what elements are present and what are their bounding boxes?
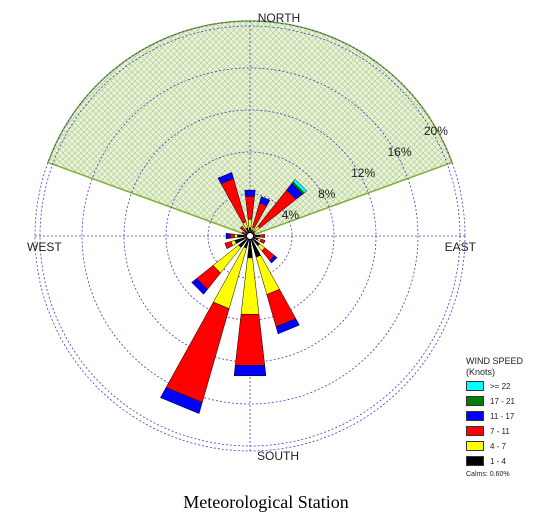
legend-swatch	[466, 426, 484, 436]
petal-wnw-bin-3	[241, 231, 246, 235]
calm-center	[246, 232, 254, 240]
grid-ring-2	[165, 151, 335, 321]
petal-nw-bin-3	[239, 225, 247, 233]
calms-label: Calms: 0.60%	[466, 471, 510, 478]
legend-label: 17 - 21	[490, 396, 515, 406]
west-label: WEST	[27, 240, 62, 254]
legend-label: 4 - 7	[490, 441, 507, 451]
south-label: SOUTH	[257, 449, 299, 463]
petal-s-bin-2	[240, 257, 260, 315]
legend-item: 11 - 17	[466, 409, 552, 423]
legend-subtitle: (Knots)	[466, 367, 496, 377]
petal-sse-bin-4	[275, 318, 300, 335]
north-label: NORTH	[258, 11, 300, 25]
ring-label-1: 4%	[282, 208, 300, 222]
petal-sw-bin-4	[191, 278, 208, 295]
petal-wsw-bin-3	[224, 241, 233, 250]
grid-ring-4	[81, 67, 419, 405]
legend-title: WIND SPEED	[466, 356, 524, 366]
petal-s-bin-4	[233, 365, 267, 377]
legend-label: 11 - 17	[490, 411, 515, 421]
legend-swatch	[466, 381, 484, 391]
petal-nne-bin-4	[259, 196, 271, 207]
petal-w-bin-2	[234, 233, 238, 239]
petal-n-bin-4	[244, 189, 256, 197]
legend-item: 17 - 21	[466, 394, 552, 408]
petal-ne-bin-6	[292, 178, 308, 194]
east-label: EAST	[445, 240, 477, 254]
petal-sse-bin-2	[255, 254, 280, 295]
ring-label-5: 20%	[424, 124, 448, 138]
petal-w-bin-3	[229, 233, 235, 239]
legend-swatch	[466, 441, 484, 451]
petal-ese-bin-3	[259, 238, 266, 244]
legend-item: >= 22	[466, 379, 552, 393]
petal-nnw-bin-4	[217, 172, 234, 184]
ring-label-4: 16%	[387, 145, 411, 159]
wind-speed-legend: WIND SPEED (Knots) >= 22 17 - 21 11 - 17 7 …	[466, 356, 552, 478]
petal-s-bin-3	[234, 313, 266, 366]
petal-ssw-bin-3	[165, 301, 230, 403]
legend-items: >= 22 17 - 21 11 - 17 7 - 11 4 - 7 1 - 4	[466, 379, 552, 468]
legend-item: 7 - 11	[466, 424, 552, 438]
legend-item: 1 - 4	[466, 454, 552, 468]
legend-item: 4 - 7	[466, 439, 552, 453]
legend-label: 7 - 11	[490, 426, 510, 436]
petal-ssw-bin-4	[160, 387, 203, 414]
petal-w-bin-4	[225, 232, 231, 240]
station-label: Meteorological Station	[183, 492, 349, 512]
legend-label: >= 22	[490, 381, 511, 391]
legend-label: 1 - 4	[490, 456, 507, 466]
petal-e-bin-3	[259, 234, 265, 238]
legend-swatch	[466, 411, 484, 421]
ring-label-2: 8%	[318, 187, 336, 201]
legend-swatch	[466, 456, 484, 466]
ring-label-3: 12%	[351, 166, 375, 180]
legend-swatch	[466, 396, 484, 406]
petal-se-bin-4	[269, 255, 278, 264]
petal-n-bin-2	[247, 219, 253, 228]
